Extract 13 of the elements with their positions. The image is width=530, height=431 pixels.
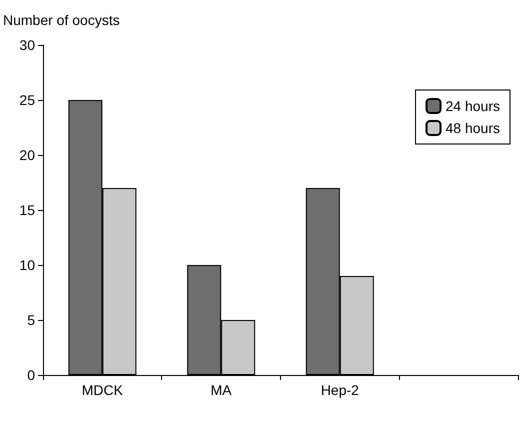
- y-tick-label: 25: [19, 92, 36, 108]
- y-tick-label: 0: [27, 367, 36, 383]
- y-tick-label: 10: [19, 257, 36, 273]
- y-tick-label: 20: [19, 147, 36, 163]
- y-tick-label: 30: [19, 37, 36, 53]
- x-tick-label: Hep-2: [320, 382, 360, 398]
- legend-label: 48 hours: [446, 120, 500, 136]
- x-tick-label: MA: [210, 382, 232, 398]
- legend-label: 24 hours: [446, 98, 500, 114]
- x-tick-label: MDCK: [82, 382, 124, 398]
- y-tick-label: 5: [27, 312, 36, 328]
- y-tick-label: 15: [19, 202, 36, 218]
- y-axis-title: Number of oocysts: [3, 12, 120, 28]
